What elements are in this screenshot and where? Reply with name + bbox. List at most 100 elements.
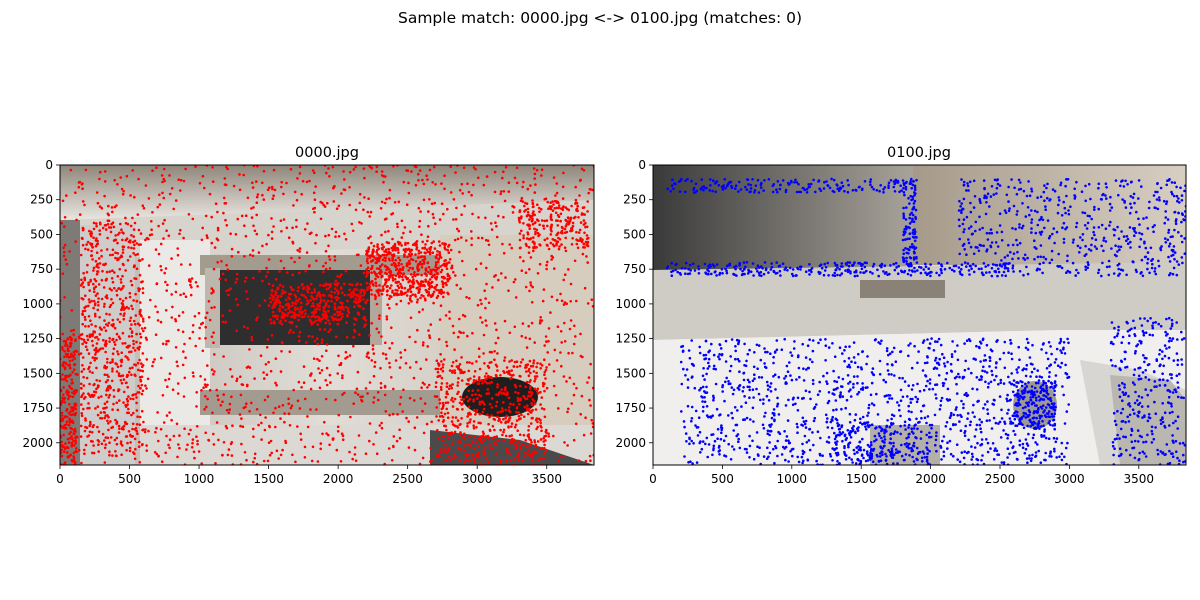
keypoint-dot [479,262,483,265]
keypoint-dot [566,216,570,219]
keypoint-dot [106,361,109,364]
keypoint-dot [291,304,294,307]
keypoint-dot [280,315,284,319]
keypoint-dot [411,283,415,286]
keypoint-dot [794,402,797,406]
keypoint-dot [182,236,185,240]
keypoint-dot [125,237,129,240]
keypoint-dot [71,358,74,362]
keypoint-dot [1022,426,1026,430]
keypoint-dot [869,393,873,397]
keypoint-dot [949,414,953,417]
keypoint-dot [66,337,70,340]
y-tick-label: 1000 [22,297,53,311]
keypoint-dot [540,396,544,399]
keypoint-dot [104,436,108,439]
keypoint-dot [738,384,742,387]
keypoint-dot [560,225,564,229]
keypoint-dot [579,354,583,358]
keypoint-dot [114,418,117,422]
keypoint-dot [80,282,84,286]
keypoint-dot [539,438,543,441]
keypoint-dot [540,208,543,211]
keypoint-dot [535,375,539,378]
keypoint-dot [765,380,769,384]
keypoint-dot [830,426,834,430]
keypoint-dot [368,381,372,384]
keypoint-dot [141,291,145,295]
keypoint-dot [749,418,752,421]
keypoint-dot [416,328,419,332]
keypoint-dot [787,439,790,443]
keypoint-dot [399,396,403,399]
keypoint-dot [343,232,346,236]
keypoint-dot [690,417,694,420]
keypoint-dot [96,270,100,273]
keypoint-dot [499,461,503,465]
keypoint-dot [738,370,741,374]
keypoint-dot [524,208,527,212]
keypoint-dot [366,210,370,214]
keypoint-dot [330,315,334,319]
keypoint-dot [415,273,419,276]
keypoint-dot [372,396,376,399]
keypoint-dot [468,459,471,462]
keypoint-dot [315,233,318,237]
keypoint-dot [738,446,742,450]
keypoint-dot [302,381,306,385]
keypoint-dot [450,364,454,368]
keypoint-dot [429,323,433,326]
keypoint-dot [477,445,480,448]
keypoint-dot [924,384,928,388]
keypoint-dot [345,335,349,339]
keypoint-dot [318,386,322,390]
keypoint-dot [516,365,519,369]
keypoint-dot [433,273,437,277]
keypoint-dot [329,381,332,384]
keypoint-dot [546,351,549,354]
keypoint-dot [418,310,421,314]
keypoint-dot [719,347,723,350]
keypoint-dot [445,382,449,385]
keypoint-dot [538,210,541,213]
keypoint-dot [205,234,209,237]
keypoint-dot [446,411,450,415]
keypoint-dot [466,425,469,428]
keypoint-dot [195,405,198,408]
keypoint-dot [397,269,401,272]
keypoint-dot [371,282,375,286]
keypoint-dot [411,243,415,247]
keypoint-dot [145,387,148,390]
keypoint-dot [488,253,492,256]
keypoint-dot [110,288,113,292]
keypoint-dot [395,439,399,443]
keypoint-dot [243,254,246,258]
keypoint-dot [520,196,524,200]
keypoint-dot [72,405,76,409]
keypoint-dot [73,392,76,396]
keypoint-dot [447,437,450,440]
keypoint-dot [523,405,527,409]
keypoint-dot [284,441,288,445]
keypoint-dot [802,420,806,423]
keypoint-dot [418,225,421,228]
keypoint-dot [534,443,538,447]
keypoint-dot [809,397,812,401]
keypoint-dot [73,432,76,436]
keypoint-dot [176,247,179,250]
keypoint-dot [400,236,404,239]
keypoint-dot [330,290,333,294]
keypoint-dot [346,299,349,303]
keypoint-dot [131,216,134,220]
keypoint-dot [339,317,343,321]
keypoint-dot [269,439,273,443]
keypoint-dot [387,447,391,450]
keypoint-dot [111,221,115,224]
keypoint-dot [68,417,71,421]
keypoint-dot [292,204,295,207]
keypoint-dot [110,426,113,430]
keypoint-dot [481,321,484,324]
keypoint-dot [262,371,265,374]
keypoint-dot [320,369,324,372]
keypoint-dot [928,347,931,350]
